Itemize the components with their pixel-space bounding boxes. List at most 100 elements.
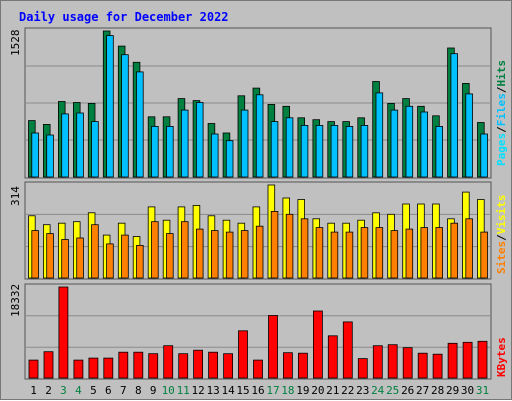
bar-files-day-8: [136, 71, 144, 178]
bar-kbytes-day-8: [133, 351, 144, 379]
bar-sites-day-16: [255, 225, 264, 279]
x-tick-label-30: 30: [461, 384, 474, 397]
bar-kbytes-day-20: [312, 310, 323, 379]
x-tick-label-26: 26: [401, 384, 414, 397]
x-tick-label-2: 2: [45, 384, 52, 397]
x-tick-label-29: 29: [446, 384, 459, 397]
bar-sites-day-22: [345, 231, 354, 279]
bar-sites-day-26: [405, 228, 414, 279]
bar-sites-day-31: [480, 231, 488, 279]
bar-sites-day-5: [91, 224, 99, 279]
x-tick-label-18: 18: [281, 384, 294, 397]
bar-files-day-22: [345, 126, 354, 178]
legend-pages: Pages: [495, 133, 508, 166]
bar-kbytes-day-12: [193, 349, 204, 379]
bar-files-day-25: [390, 109, 399, 178]
x-tick-label-14: 14: [221, 384, 235, 397]
bars-layer: [28, 30, 488, 379]
bar-sites-day-11: [180, 221, 189, 279]
x-tick-label-21: 21: [326, 384, 339, 397]
x-tick-label-22: 22: [341, 384, 354, 397]
bar-kbytes-day-5: [88, 357, 99, 379]
bar-files-day-6: [106, 35, 114, 178]
bar-kbytes-day-6: [103, 357, 114, 379]
bar-files-day-1: [31, 132, 39, 178]
bar-kbytes-day-7: [118, 351, 129, 379]
bar-sites-day-4: [76, 237, 84, 279]
bar-kbytes-day-22: [342, 321, 353, 379]
bar-files-day-27: [420, 111, 428, 178]
x-tick-label-16: 16: [251, 384, 264, 397]
x-tick-label-28: 28: [431, 384, 444, 397]
x-tick-label-25: 25: [386, 384, 399, 397]
bar-files-day-17: [270, 121, 279, 178]
bar-sites-day-8: [136, 244, 144, 279]
bar-files-day-2: [46, 134, 54, 178]
bar-kbytes-day-4: [73, 359, 84, 379]
bar-kbytes-day-11: [178, 353, 189, 379]
bar-kbytes-day-28: [432, 353, 443, 379]
x-tick-label-7: 7: [120, 384, 127, 397]
bar-kbytes-day-1: [28, 359, 39, 379]
bar-kbytes-day-10: [163, 345, 174, 379]
bar-files-day-12: [195, 102, 204, 178]
bar-sites-day-29: [450, 222, 458, 279]
bar-kbytes-day-17: [268, 315, 278, 379]
bar-sites-day-20: [315, 227, 324, 279]
x-tick-label-13: 13: [206, 384, 219, 397]
bar-kbytes-day-3: [58, 286, 69, 379]
bar-files-day-21: [330, 125, 339, 178]
bar-files-day-24: [375, 92, 384, 178]
legend-kbytes: KBytes: [495, 337, 508, 377]
x-tick-label-9: 9: [150, 384, 157, 397]
bar-sites-day-7: [121, 234, 129, 279]
x-tick-label-20: 20: [311, 384, 324, 397]
x-tick-label-27: 27: [416, 384, 429, 397]
bar-files-day-29: [450, 53, 458, 178]
legend-hits-files-pages: Pages/Files/Hits: [495, 60, 508, 166]
bar-sites-day-9: [151, 221, 159, 279]
bar-sites-day-13: [210, 230, 219, 279]
bar-files-day-4: [76, 112, 84, 178]
x-tick-label-17: 17: [266, 384, 279, 397]
bar-files-day-16: [255, 94, 264, 178]
legend-hits: Hits: [495, 60, 508, 87]
x-tick-label-1: 1: [30, 384, 37, 397]
bar-sites-day-28: [435, 227, 443, 279]
bar-sites-day-12: [195, 228, 204, 279]
bar-sites-day-30: [465, 218, 473, 279]
x-tick-label-11: 11: [177, 384, 190, 397]
legend-visits: Visits: [495, 195, 508, 235]
panel-kbytes: [24, 283, 492, 380]
bar-kbytes-day-15: [238, 330, 248, 379]
bar-files-day-10: [166, 126, 174, 178]
bar-files-day-5: [91, 121, 99, 178]
x-tick-label-24: 24: [371, 384, 385, 397]
bar-kbytes-day-31: [477, 340, 488, 379]
x-axis-labels: 1 2 3 4 5 6 7 8 9 10 11 12 13 14 15 16 17 18 19 20 21 22 23 24 2…: [30, 384, 489, 397]
bar-sites-day-6: [106, 243, 114, 279]
bar-files-day-15: [240, 109, 249, 178]
x-tick-label-10: 10: [162, 384, 175, 397]
bar-sites-day-25: [390, 230, 399, 279]
bar-files-day-3: [61, 113, 69, 178]
legend-sep-2: /: [495, 86, 508, 93]
bar-files-day-23: [360, 125, 369, 178]
bar-sites-day-3: [61, 239, 69, 279]
bar-sites-day-19: [300, 218, 309, 279]
bar-files-day-14: [225, 140, 234, 178]
legend-files: Files: [495, 93, 508, 126]
legend-sep-3: /: [495, 234, 508, 241]
bar-files-day-20: [315, 125, 324, 178]
bar-sites-day-14: [225, 231, 234, 279]
bar-files-day-28: [435, 126, 443, 178]
bar-sites-day-18: [285, 213, 294, 279]
hits-ymax-label: 1528: [9, 30, 22, 57]
legend-sep-1: /: [495, 126, 508, 133]
bar-kbytes-day-26: [402, 347, 413, 379]
bar-sites-day-2: [46, 233, 54, 279]
x-tick-label-23: 23: [356, 384, 369, 397]
bar-kbytes-day-29: [447, 342, 458, 379]
